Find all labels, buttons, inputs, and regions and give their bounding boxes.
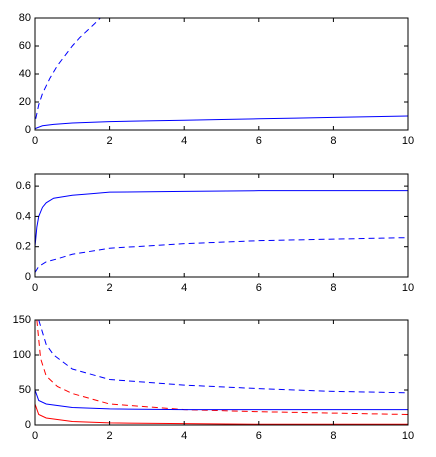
x-tick-label: 4 (181, 135, 187, 147)
y-tick-label: 60 (19, 40, 31, 52)
y-tick-label: 0 (25, 271, 31, 283)
subplot: 0 2 4 6 8 10 0 0.2 0.4 0.6 (16, 173, 414, 294)
y-tick-label: 0 (25, 419, 31, 431)
x-tick-label: 8 (330, 430, 336, 442)
x-tick-label: 6 (256, 430, 262, 442)
y-tick-label: 80 (19, 12, 31, 24)
line-series (36, 320, 408, 415)
line-series (35, 18, 101, 119)
axes-background (35, 320, 408, 425)
x-tick-label: 2 (107, 135, 113, 147)
x-tick-label: 4 (181, 282, 187, 294)
y-tick-label: 50 (19, 384, 31, 396)
x-tick-label: 10 (402, 430, 414, 442)
axes-background (35, 174, 408, 277)
y-tick-label: 0.6 (16, 180, 31, 192)
x-tick-label: 0 (32, 282, 38, 294)
x-tick-label: 4 (181, 430, 187, 442)
y-tick-label: 150 (13, 314, 31, 326)
y-tick-label: 100 (13, 349, 31, 361)
y-tick-label: 0.2 (16, 241, 31, 253)
x-tick-label: 8 (330, 282, 336, 294)
x-tick-label: 10 (402, 282, 414, 294)
line-series (38, 320, 408, 394)
axes-frame (34, 319, 409, 426)
y-tick-label: 40 (19, 68, 31, 80)
x-tick-label: 6 (256, 282, 262, 294)
y-tick-label: 0 (25, 124, 31, 136)
axes-frame (34, 173, 409, 278)
line-series (35, 115, 408, 130)
y-tick-label: 0.4 (16, 210, 31, 222)
axes-background (35, 18, 408, 130)
line-series (35, 389, 408, 411)
line-series (35, 237, 408, 273)
x-tick-label: 8 (330, 135, 336, 147)
x-tick-label: 6 (256, 135, 262, 147)
x-tick-label: 2 (107, 282, 113, 294)
x-tick-label: 2 (107, 430, 113, 442)
x-tick-label: 0 (32, 135, 38, 147)
x-tick-label: 0 (32, 430, 38, 442)
x-tick-label: 10 (402, 135, 414, 147)
y-tick-label: 20 (19, 96, 31, 108)
subplot: 0 2 4 6 8 10 0 20 40 60 80 (19, 12, 414, 147)
